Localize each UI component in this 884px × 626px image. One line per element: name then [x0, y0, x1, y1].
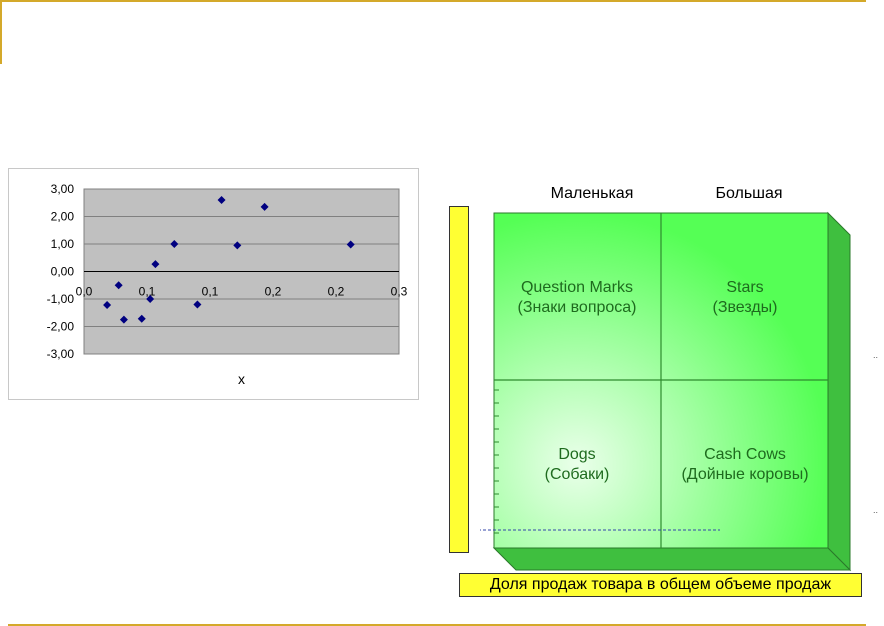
- y-tick-label: 2,00: [51, 210, 75, 224]
- data-point: [233, 241, 242, 250]
- x-tick-label: 0,1: [202, 285, 219, 299]
- quadrant-cash-cows-title: Cash Cows: [704, 446, 786, 463]
- x-tick-label: 0,2: [265, 285, 282, 299]
- y-tick-label: -3,00: [47, 347, 75, 361]
- data-point: [146, 295, 155, 303]
- bottom-rule: [8, 624, 866, 626]
- y-tick-label: 0,00: [51, 265, 75, 279]
- column-header-small: Маленькая: [550, 185, 634, 202]
- market-growth-axis-bar: [449, 206, 469, 553]
- data-point: [103, 301, 112, 310]
- data-point: [217, 196, 226, 204]
- data-point: [114, 281, 123, 290]
- scatter-plot-svg: 3,00 2,00 1,00 0,00 -1,00 -2,00 -3,00 0,0 0,1 0,1…: [47, 182, 408, 387]
- data-point: [346, 240, 355, 249]
- x-tick-label: 0,2: [328, 285, 345, 299]
- x-tick-label: 0,1: [139, 285, 156, 299]
- matrix-bottom-face: [492, 547, 852, 571]
- quadrant-question-marks-subtitle: (Знаки вопроса): [517, 299, 637, 316]
- y-tick-label: 1,00: [51, 237, 75, 251]
- quadrant-dogs-title: Dogs: [558, 446, 596, 463]
- quadrant-stars-subtitle: (Звезды): [712, 299, 778, 316]
- quadrant-dogs: Dogs (Собаки): [497, 445, 657, 485]
- top-rule: [0, 0, 866, 2]
- y-tick-label: -2,00: [47, 320, 75, 334]
- data-point: [170, 240, 179, 248]
- x-tick-label: 0,3: [391, 285, 408, 299]
- y-tick-label: 3,00: [51, 182, 75, 196]
- quadrant-stars-title: Stars: [726, 279, 764, 296]
- matrix-tick-marks: [494, 389, 499, 534]
- x-tick-label: 0,0: [76, 285, 93, 299]
- data-point: [260, 202, 269, 211]
- quadrant-stars: Stars (Звезды): [665, 278, 825, 318]
- data-point: [119, 315, 128, 324]
- right-edge-mark-lower: ..: [873, 505, 879, 515]
- data-point: [193, 300, 202, 309]
- matrix-side-face: [827, 211, 851, 572]
- quadrant-cash-cows: Cash Cows (Дойные коровы): [665, 445, 825, 485]
- y-tick-label: -1,00: [47, 292, 75, 306]
- right-edge-mark-upper: ..: [873, 350, 879, 360]
- quadrant-question-marks: Question Marks (Знаки вопроса): [497, 278, 657, 318]
- column-header-large: Большая: [715, 185, 783, 202]
- bcg-matrix: [480, 211, 852, 572]
- quadrant-cash-cows-subtitle: (Дойные коровы): [681, 466, 809, 483]
- data-point: [151, 260, 160, 269]
- left-rule: [0, 0, 2, 64]
- quadrant-dogs-subtitle: (Собаки): [544, 466, 610, 483]
- market-share-caption: Доля продаж товара в общем объеме продаж: [459, 573, 862, 597]
- data-point: [137, 314, 146, 323]
- scatter-chart: 3,00 2,00 1,00 0,00 -1,00 -2,00 -3,00 0,0 0,1 0,1…: [8, 168, 419, 400]
- x-axis-title: x: [238, 371, 245, 387]
- quadrant-question-marks-title: Question Marks: [520, 279, 634, 296]
